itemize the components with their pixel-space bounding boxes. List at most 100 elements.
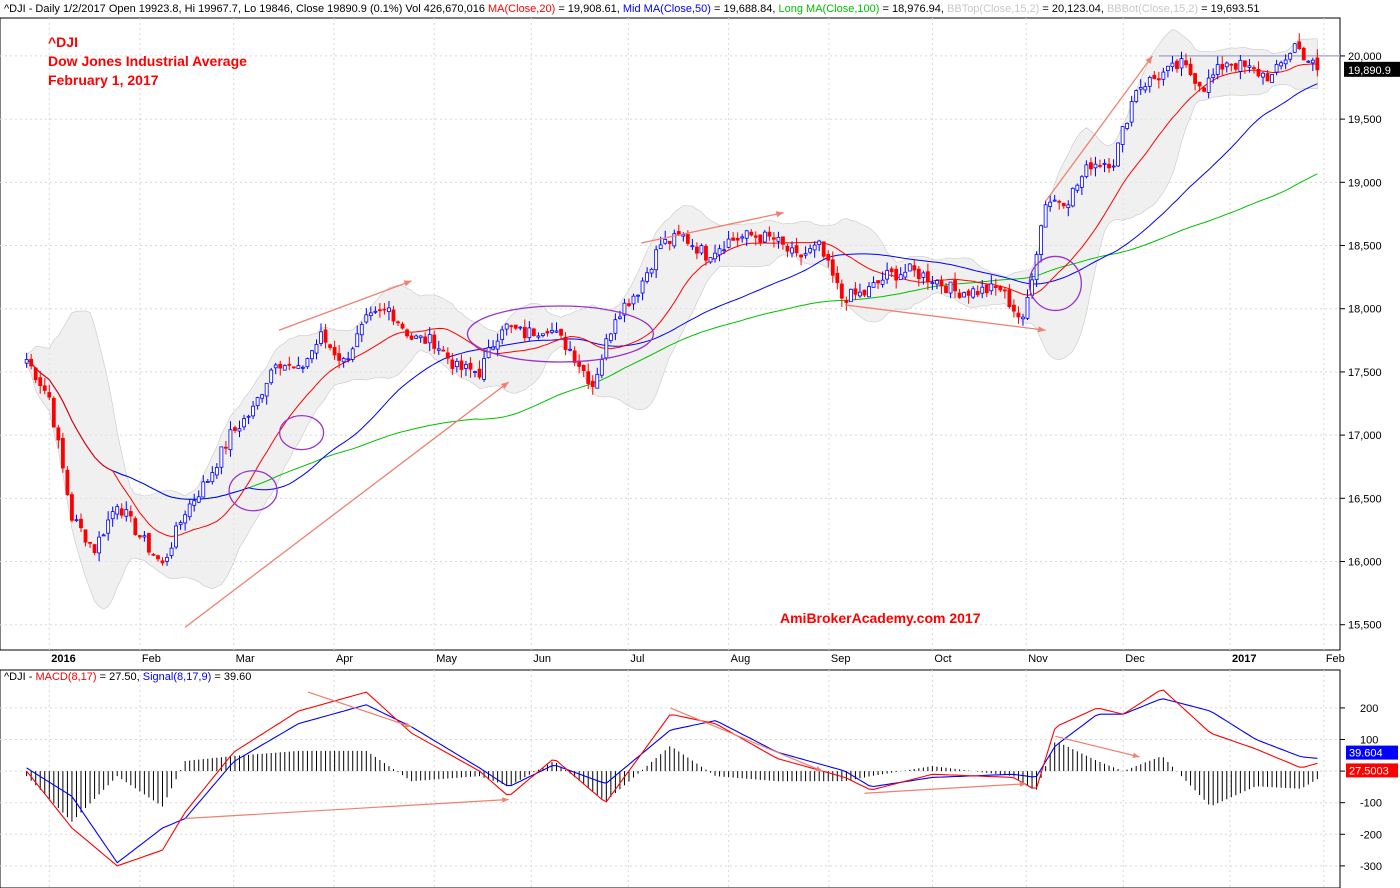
candle-body	[233, 427, 237, 431]
macd-tick-label: -300	[1360, 861, 1382, 873]
candle-body	[1270, 74, 1274, 83]
candle-body	[51, 397, 56, 428]
x-tick-label: Dec	[1125, 653, 1145, 665]
candle-body	[912, 265, 917, 271]
candle-body	[33, 367, 38, 381]
candle-body	[74, 519, 79, 522]
candle-body	[387, 307, 391, 313]
candle-body	[554, 330, 559, 333]
trend-arrow-head	[1145, 55, 1153, 64]
candle-body	[83, 529, 88, 543]
candle-body	[839, 283, 844, 299]
x-tick-label: Feb	[142, 653, 161, 665]
trend-arrow-head	[403, 280, 412, 287]
candle-body	[1220, 63, 1225, 70]
candle-body	[1252, 67, 1256, 70]
x-tick-label: 2016	[51, 653, 75, 665]
y-tick-label: 17,500	[1348, 367, 1382, 379]
candle-body	[781, 236, 785, 245]
candle-body	[545, 331, 550, 334]
candle-body	[1188, 63, 1193, 75]
candle-body	[1283, 59, 1288, 65]
candle-body	[441, 349, 446, 352]
candle-body	[1107, 163, 1111, 169]
candle-body	[717, 248, 722, 256]
candle-body	[898, 274, 903, 281]
candle-body	[767, 231, 772, 237]
candle-body	[1066, 204, 1071, 209]
candle-body	[862, 289, 867, 296]
candle-body	[654, 249, 659, 271]
candle-body	[939, 279, 944, 287]
candle-body	[151, 553, 156, 556]
candle-body	[604, 338, 609, 359]
candle-body	[916, 268, 921, 280]
candle-body	[423, 336, 428, 344]
candle-body	[124, 509, 129, 517]
macd-frame	[0, 669, 1341, 888]
candle-body	[246, 415, 251, 418]
candle-body	[495, 340, 500, 350]
candle-body	[608, 333, 613, 341]
candle-body	[88, 541, 92, 544]
candle-body	[115, 506, 120, 515]
macd-trend-arrow-head	[1019, 781, 1027, 787]
candle-body	[400, 323, 405, 329]
candle-body	[337, 353, 342, 361]
candle-body	[1315, 57, 1320, 71]
candle-body	[536, 335, 541, 338]
x-tick-label: Aug	[731, 653, 751, 665]
candle-body	[762, 231, 767, 243]
candle-body	[1084, 164, 1089, 178]
y-tick-label: 19,500	[1348, 114, 1382, 126]
candle-body	[459, 360, 464, 370]
candle-body	[1043, 204, 1048, 228]
candle-body	[740, 236, 745, 239]
candle-body	[1310, 59, 1315, 64]
candle-body	[1143, 86, 1148, 91]
candle-body	[454, 360, 459, 368]
macd-trend-arrow	[1055, 735, 1140, 758]
candle-body	[183, 514, 188, 524]
candle-body	[251, 405, 255, 417]
candle-body	[944, 285, 948, 294]
candle-body	[1166, 65, 1170, 72]
candle-body	[1098, 165, 1102, 167]
annotation-ticker: ^DJI	[48, 34, 78, 50]
candle-body	[925, 271, 930, 282]
candle-body	[1002, 289, 1007, 292]
candle-body	[427, 334, 432, 344]
candle-body	[672, 233, 677, 247]
candle-body	[60, 437, 65, 469]
candle-body	[178, 522, 183, 525]
candle-body	[1247, 65, 1252, 68]
candle-body	[42, 385, 47, 391]
y-tick-label: 19,000	[1348, 177, 1382, 189]
candle-body	[323, 329, 328, 343]
candle-body	[56, 427, 61, 441]
candle-body	[1093, 163, 1098, 169]
candle-body	[133, 518, 138, 536]
trend-arrow-head	[500, 382, 509, 389]
candle-body	[1012, 304, 1016, 312]
candle-body	[984, 284, 989, 294]
candle-body	[776, 236, 781, 242]
candle-body	[38, 377, 43, 386]
macd-tick-label: 200	[1360, 703, 1378, 715]
candle-body	[726, 238, 731, 248]
candle-body	[301, 366, 305, 369]
candle-body	[618, 316, 622, 319]
candle-body	[971, 288, 976, 298]
candle-body	[70, 494, 74, 521]
candle-body	[273, 364, 278, 369]
candle-body	[346, 358, 351, 361]
candle-body	[667, 240, 672, 244]
y-tick-label: 18,500	[1348, 241, 1382, 253]
candle-body	[29, 358, 34, 367]
candle-body	[1238, 60, 1243, 72]
candle-body	[586, 371, 591, 384]
candle-body	[1224, 62, 1229, 68]
candle-body	[1079, 176, 1084, 188]
signal-value-label: 39.604	[1349, 748, 1383, 760]
